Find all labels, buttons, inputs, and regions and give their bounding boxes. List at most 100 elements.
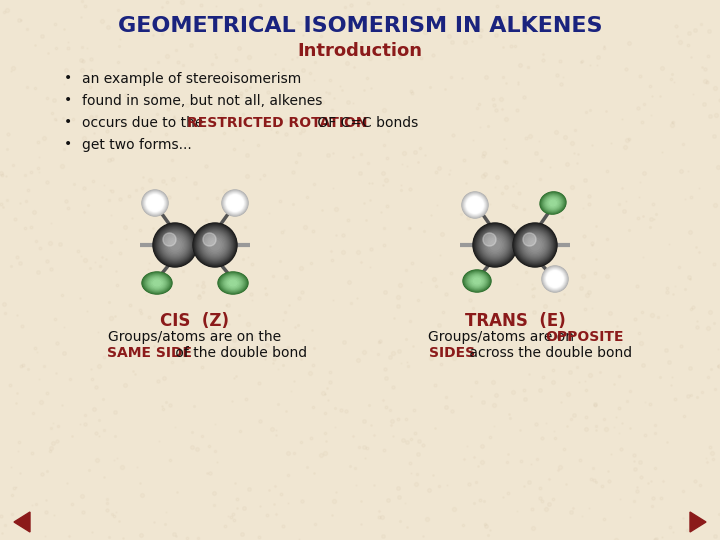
Circle shape — [518, 228, 552, 261]
Circle shape — [170, 240, 180, 250]
Ellipse shape — [151, 279, 163, 287]
Circle shape — [515, 225, 555, 265]
Ellipse shape — [549, 200, 557, 206]
Circle shape — [483, 233, 507, 257]
Ellipse shape — [472, 277, 482, 285]
Circle shape — [543, 267, 567, 292]
Circle shape — [464, 194, 485, 215]
Circle shape — [194, 224, 236, 266]
Text: across the double bond: across the double bond — [465, 346, 632, 360]
Circle shape — [514, 224, 556, 266]
Circle shape — [466, 196, 484, 214]
Circle shape — [548, 272, 562, 286]
Circle shape — [152, 200, 158, 206]
Circle shape — [516, 226, 554, 264]
Circle shape — [222, 190, 248, 215]
Ellipse shape — [147, 275, 167, 291]
Circle shape — [168, 238, 182, 252]
Text: SAME SIDE: SAME SIDE — [107, 346, 192, 360]
Circle shape — [229, 197, 240, 209]
Ellipse shape — [225, 278, 240, 289]
Circle shape — [199, 230, 230, 261]
Circle shape — [521, 230, 550, 260]
Circle shape — [200, 230, 230, 260]
Text: •: • — [64, 115, 72, 129]
Text: an example of stereoisomerism: an example of stereoisomerism — [82, 72, 301, 86]
Ellipse shape — [153, 280, 161, 286]
Circle shape — [545, 269, 565, 289]
Circle shape — [462, 192, 488, 218]
Circle shape — [225, 193, 245, 213]
Text: OPPOSITE: OPPOSITE — [546, 330, 624, 344]
Circle shape — [518, 228, 552, 262]
Circle shape — [153, 223, 197, 267]
Circle shape — [201, 231, 229, 259]
Circle shape — [464, 193, 487, 217]
Ellipse shape — [145, 274, 168, 292]
Ellipse shape — [465, 272, 489, 291]
Circle shape — [155, 225, 195, 265]
Circle shape — [547, 271, 563, 287]
Ellipse shape — [463, 270, 491, 292]
Circle shape — [228, 195, 243, 211]
Text: CIS  (Z): CIS (Z) — [161, 312, 230, 330]
Circle shape — [549, 273, 562, 286]
Polygon shape — [690, 512, 706, 532]
Circle shape — [519, 230, 551, 261]
Circle shape — [463, 193, 487, 217]
Circle shape — [485, 235, 505, 255]
Circle shape — [195, 225, 235, 265]
Circle shape — [161, 231, 189, 259]
Ellipse shape — [473, 278, 481, 284]
Circle shape — [157, 227, 193, 263]
Ellipse shape — [219, 273, 247, 293]
Circle shape — [224, 192, 246, 214]
Circle shape — [194, 224, 236, 266]
Circle shape — [521, 231, 549, 259]
Circle shape — [203, 233, 227, 257]
Ellipse shape — [467, 273, 487, 288]
Ellipse shape — [540, 192, 566, 214]
Ellipse shape — [544, 195, 562, 211]
Ellipse shape — [142, 272, 172, 294]
Ellipse shape — [464, 271, 490, 291]
Circle shape — [542, 266, 568, 292]
Circle shape — [464, 194, 486, 216]
Circle shape — [162, 232, 188, 258]
Circle shape — [163, 233, 187, 257]
Circle shape — [193, 223, 237, 267]
Circle shape — [147, 195, 163, 211]
Circle shape — [146, 194, 164, 212]
Circle shape — [546, 271, 563, 287]
Circle shape — [488, 238, 502, 252]
Text: found in some, but not all, alkenes: found in some, but not all, alkenes — [82, 94, 323, 108]
Circle shape — [467, 197, 483, 213]
Circle shape — [544, 268, 566, 290]
Circle shape — [468, 198, 482, 212]
Circle shape — [143, 191, 166, 214]
Circle shape — [530, 240, 540, 250]
Circle shape — [543, 267, 567, 291]
Circle shape — [158, 228, 192, 261]
Circle shape — [228, 196, 235, 204]
Circle shape — [516, 225, 554, 265]
Text: •: • — [64, 93, 72, 107]
Circle shape — [542, 266, 567, 292]
Circle shape — [226, 194, 244, 212]
Circle shape — [523, 233, 547, 257]
Circle shape — [159, 230, 191, 261]
Circle shape — [548, 272, 556, 280]
Circle shape — [165, 235, 185, 255]
Circle shape — [144, 192, 166, 214]
Ellipse shape — [546, 197, 560, 210]
Circle shape — [146, 194, 163, 212]
Circle shape — [197, 227, 233, 263]
Circle shape — [156, 227, 194, 264]
Ellipse shape — [150, 278, 163, 288]
Text: Introduction: Introduction — [297, 42, 423, 60]
Circle shape — [482, 232, 508, 258]
Ellipse shape — [542, 194, 564, 212]
Circle shape — [549, 273, 561, 285]
Circle shape — [544, 267, 567, 291]
Text: of the double bond: of the double bond — [171, 346, 307, 360]
